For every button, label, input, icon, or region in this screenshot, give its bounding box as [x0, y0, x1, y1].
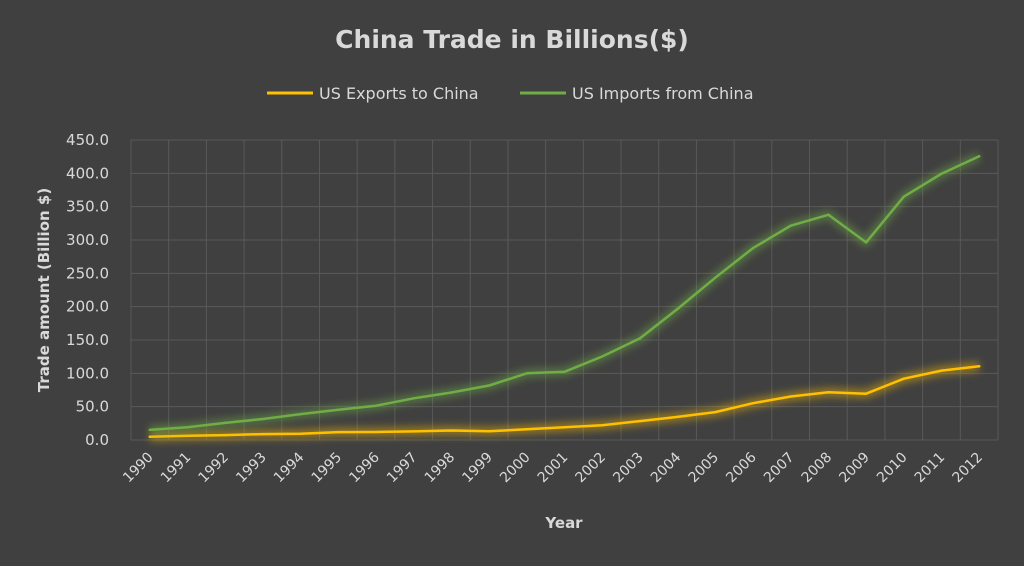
data-point [337, 408, 340, 411]
data-point [412, 397, 415, 400]
series-lines [148, 152, 982, 442]
data-point [563, 370, 566, 373]
data-point [789, 395, 792, 398]
data-point [148, 428, 152, 432]
data-point [563, 426, 566, 429]
data-point [676, 415, 679, 419]
y-tick-label: 0.0 [85, 431, 109, 449]
data-point [789, 224, 792, 227]
y-axis-ticks: 0.0 50.0 100.0 150.0 200.0 250.0 300.0 350.0 400… [66, 131, 109, 449]
data-point [864, 241, 868, 244]
data-point [261, 432, 265, 436]
x-tick-label: 1990 [120, 450, 157, 487]
data-point [751, 246, 755, 250]
data-point [374, 430, 378, 434]
x-tick-label: 1993 [233, 450, 270, 487]
legend-label-imports: US Imports from China [572, 84, 754, 103]
data-point [487, 430, 491, 433]
data-point [940, 172, 943, 175]
y-tick-label: 400.0 [66, 164, 109, 182]
y-tick-label: 250.0 [66, 264, 109, 282]
data-point [977, 155, 981, 158]
data-point [299, 432, 302, 435]
x-tick-label: 2008 [799, 450, 836, 487]
y-tick-label: 350.0 [66, 198, 109, 216]
data-point [261, 417, 265, 421]
data-point [337, 430, 340, 434]
legend: US Exports to China US Imports from Chin… [267, 84, 754, 103]
x-axis-ticks: 1990 1991 1992 1993 1994 1995 1996 1997 1998 1999… [120, 449, 986, 486]
data-point [450, 391, 453, 394]
y-tick-label: 450.0 [66, 131, 109, 149]
x-tick-label: 2001 [535, 450, 572, 487]
x-tick-label: 1995 [309, 450, 346, 487]
data-point [186, 426, 189, 429]
data-point [224, 433, 227, 437]
x-tick-label: 2009 [836, 450, 873, 487]
x-tick-label: 2010 [874, 450, 911, 487]
data-point [714, 410, 717, 414]
data-point [676, 307, 679, 311]
gridlines [130, 139, 999, 441]
x-axis-label: Year [544, 514, 583, 532]
x-tick-label: 2000 [497, 450, 534, 487]
data-point [638, 337, 642, 340]
x-tick-label: 2002 [573, 450, 610, 487]
chart-title: China Trade in Billions($) [335, 25, 689, 54]
y-tick-label: 200.0 [66, 298, 109, 316]
y-tick-label: 150.0 [66, 331, 109, 349]
data-point [714, 276, 717, 279]
data-point [751, 402, 755, 405]
data-point [902, 195, 905, 198]
data-point [525, 428, 529, 431]
x-tick-label: 2011 [912, 450, 949, 487]
x-tick-label: 1994 [271, 449, 308, 486]
y-axis-label: Trade amount (Billion $) [35, 188, 53, 392]
x-tick-label: 2005 [686, 450, 723, 487]
x-tick-label: 2007 [761, 450, 798, 487]
x-tick-label: 2004 [648, 449, 685, 486]
y-tick-label: 300.0 [66, 231, 109, 249]
data-point [186, 434, 189, 437]
legend-label-exports: US Exports to China [319, 84, 479, 103]
data-point [450, 429, 453, 432]
data-point [827, 391, 830, 394]
x-tick-label: 2012 [949, 450, 986, 487]
data-point [487, 384, 491, 387]
data-point [600, 355, 604, 358]
data-point [977, 365, 981, 368]
data-point [299, 412, 302, 416]
data-point [525, 372, 529, 375]
y-tick-label: 50.0 [76, 398, 109, 416]
x-tick-label: 1999 [459, 450, 496, 487]
x-tick-label: 1991 [158, 450, 195, 487]
x-tick-label: 1998 [422, 450, 459, 487]
x-tick-label: 1992 [196, 450, 233, 487]
data-point [864, 392, 868, 395]
y-tick-label: 100.0 [66, 364, 109, 382]
data-point [827, 213, 830, 216]
data-point [412, 430, 415, 433]
data-point [224, 421, 227, 425]
data-point [638, 419, 642, 423]
x-tick-label: 1997 [384, 450, 421, 487]
data-point [600, 424, 604, 427]
data-point [148, 435, 152, 438]
data-point [374, 404, 378, 407]
data-point [902, 377, 905, 380]
x-tick-label: 2006 [723, 449, 760, 486]
x-tick-label: 2003 [610, 450, 647, 487]
x-tick-label: 1996 [346, 449, 383, 486]
data-point [940, 369, 943, 372]
